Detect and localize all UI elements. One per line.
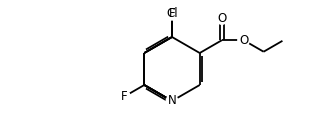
Text: Cl: Cl [166, 7, 178, 20]
Circle shape [216, 13, 228, 24]
Circle shape [238, 34, 250, 46]
Circle shape [166, 8, 178, 20]
Text: F: F [169, 7, 175, 20]
Circle shape [166, 95, 178, 107]
Text: F: F [121, 90, 128, 103]
Text: O: O [217, 12, 226, 25]
Circle shape [118, 91, 130, 102]
Text: O: O [239, 34, 248, 47]
Circle shape [166, 8, 178, 20]
Text: N: N [168, 95, 176, 108]
